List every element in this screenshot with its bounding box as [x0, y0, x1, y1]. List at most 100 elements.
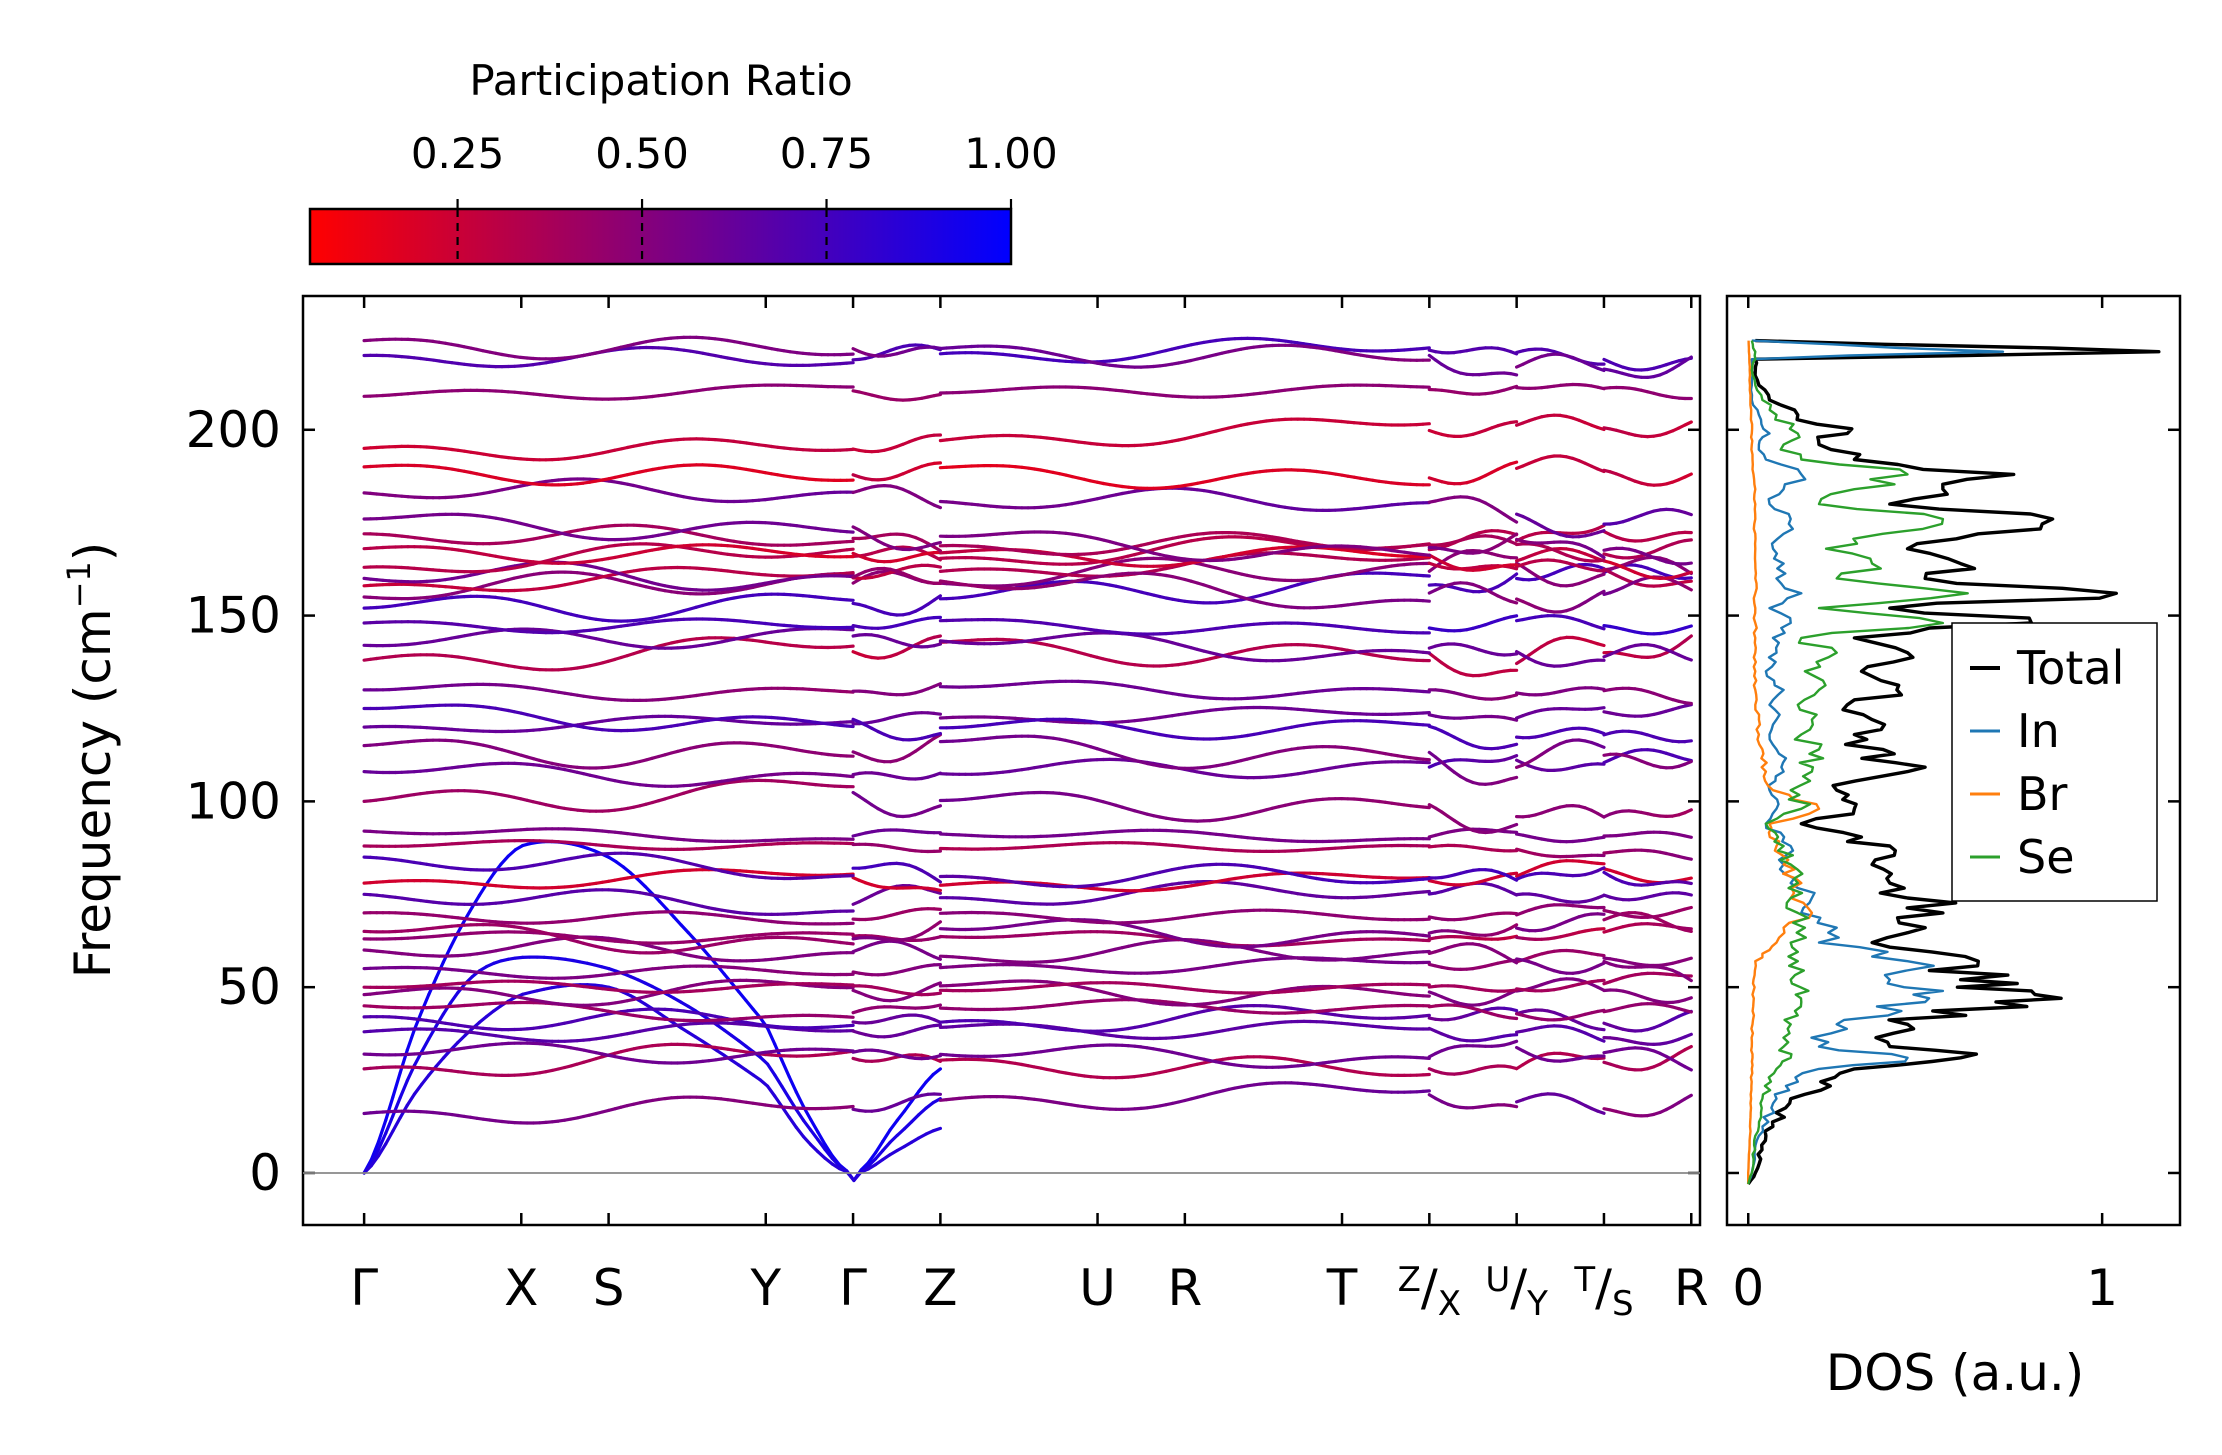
- optical-band: [938, 908, 1431, 925]
- band-segment: [376, 1142, 388, 1158]
- band-segment: [657, 899, 669, 911]
- band-segment: [701, 946, 712, 959]
- band-segment: [1421, 757, 1431, 762]
- band-segment: [873, 1139, 885, 1155]
- optical-band: [938, 734, 1431, 770]
- optical-band: [1514, 803, 1606, 819]
- band-segment: [1421, 933, 1431, 938]
- optical-band: [1602, 959, 1693, 983]
- band-segment: [1508, 775, 1519, 781]
- band-segment: [845, 1048, 855, 1053]
- optical-band: [851, 939, 943, 961]
- band-segment: [1683, 996, 1693, 1002]
- optical-band: [938, 1081, 1431, 1112]
- optical-band: [1427, 827, 1519, 839]
- optical-band: [1427, 750, 1519, 786]
- optical-band: [938, 790, 1431, 823]
- optical-band: [851, 771, 943, 781]
- optical-band: [1602, 905, 1693, 920]
- band-segment: [391, 1096, 402, 1118]
- optical-band: [851, 907, 943, 922]
- optical-band: [362, 838, 855, 852]
- optical-band: [1514, 957, 1606, 975]
- band-segment: [636, 877, 647, 888]
- optical-band: [1427, 843, 1519, 853]
- band-segment: [1683, 808, 1693, 815]
- optical-band: [1427, 1093, 1519, 1110]
- band-segment: [816, 1130, 827, 1147]
- band-segment: [1421, 1056, 1431, 1061]
- band-segment: [398, 1078, 409, 1100]
- optical-band: [1602, 1002, 1693, 1014]
- band-segment: [794, 1125, 806, 1139]
- optical-band: [1514, 1008, 1606, 1022]
- band-segment: [672, 915, 683, 927]
- optical-band: [362, 1095, 855, 1125]
- band-segment: [780, 1084, 791, 1100]
- band-segment: [1596, 1109, 1606, 1115]
- optical-band: [851, 1003, 943, 1015]
- optical-band: [1602, 922, 1693, 934]
- optical-band: [851, 842, 943, 854]
- optical-band: [851, 828, 943, 838]
- band-segment: [909, 1113, 921, 1124]
- band-segment: [441, 1001, 453, 1016]
- band-segment: [830, 1156, 842, 1168]
- band-segment: [801, 1135, 813, 1147]
- band-segment: [686, 930, 698, 943]
- band-segment: [1508, 1016, 1519, 1021]
- optical-band: [1514, 866, 1606, 881]
- band-segment: [1683, 1008, 1693, 1014]
- optical-band: [938, 879, 1431, 906]
- band-segment: [405, 1027, 417, 1052]
- colorbar-gradient: [308, 207, 1013, 266]
- band-segment: [809, 1128, 820, 1142]
- band-segment: [932, 907, 943, 912]
- optical-band: [938, 937, 1431, 964]
- optical-band: [1427, 871, 1519, 887]
- band-segment: [1421, 1013, 1431, 1018]
- band-segment: [1683, 891, 1693, 897]
- optical-band: [1427, 934, 1519, 941]
- band-segment: [1683, 956, 1693, 962]
- band-segment: [1508, 957, 1519, 965]
- band-segment: [1596, 1008, 1606, 1014]
- band-segment: [816, 1138, 827, 1152]
- optical-band: [1602, 1009, 1693, 1033]
- optical-band: [1514, 978, 1606, 993]
- band-segment: [1508, 753, 1519, 760]
- optical-band: [1602, 748, 1693, 765]
- optical-band: [1427, 958, 1519, 972]
- optical-band: [362, 1041, 855, 1065]
- optical-band: [362, 979, 855, 995]
- band-segment: [794, 1090, 806, 1109]
- band-segment: [1421, 805, 1431, 810]
- band-segment: [1683, 905, 1693, 911]
- colorbar-tick-label: 0.25: [411, 129, 505, 178]
- band-segment: [932, 955, 943, 961]
- band-segment: [917, 1080, 928, 1094]
- colorbar-ticks: 0.25 0.50 0.75 1.00: [411, 129, 1058, 264]
- band-segment: [1508, 923, 1519, 930]
- band-segment: [1683, 759, 1693, 766]
- band-segment: [1683, 880, 1693, 886]
- optical-band: [1514, 912, 1606, 933]
- band-segment: [888, 1118, 899, 1132]
- optical-band: [1514, 892, 1606, 904]
- optical-band: [1427, 1039, 1519, 1059]
- optical-band: [362, 827, 855, 844]
- colorbar: Participation Ratio 0.25 0.50 0.75 1.00: [308, 56, 1058, 266]
- optical-band: [938, 828, 1431, 844]
- band-segment: [1508, 1033, 1519, 1037]
- optical-band: [1427, 1026, 1519, 1043]
- colorbar-tick-label: 0.75: [780, 129, 874, 178]
- optical-band: [851, 733, 943, 764]
- band-segment: [823, 1147, 834, 1161]
- band-segment: [809, 1117, 820, 1134]
- band-segment: [823, 1142, 834, 1158]
- band-segment: [932, 920, 943, 928]
- band-segment: [420, 1073, 431, 1086]
- band-segment: [1596, 953, 1606, 958]
- band-segment: [369, 1147, 381, 1165]
- optical-band: [1514, 738, 1606, 770]
